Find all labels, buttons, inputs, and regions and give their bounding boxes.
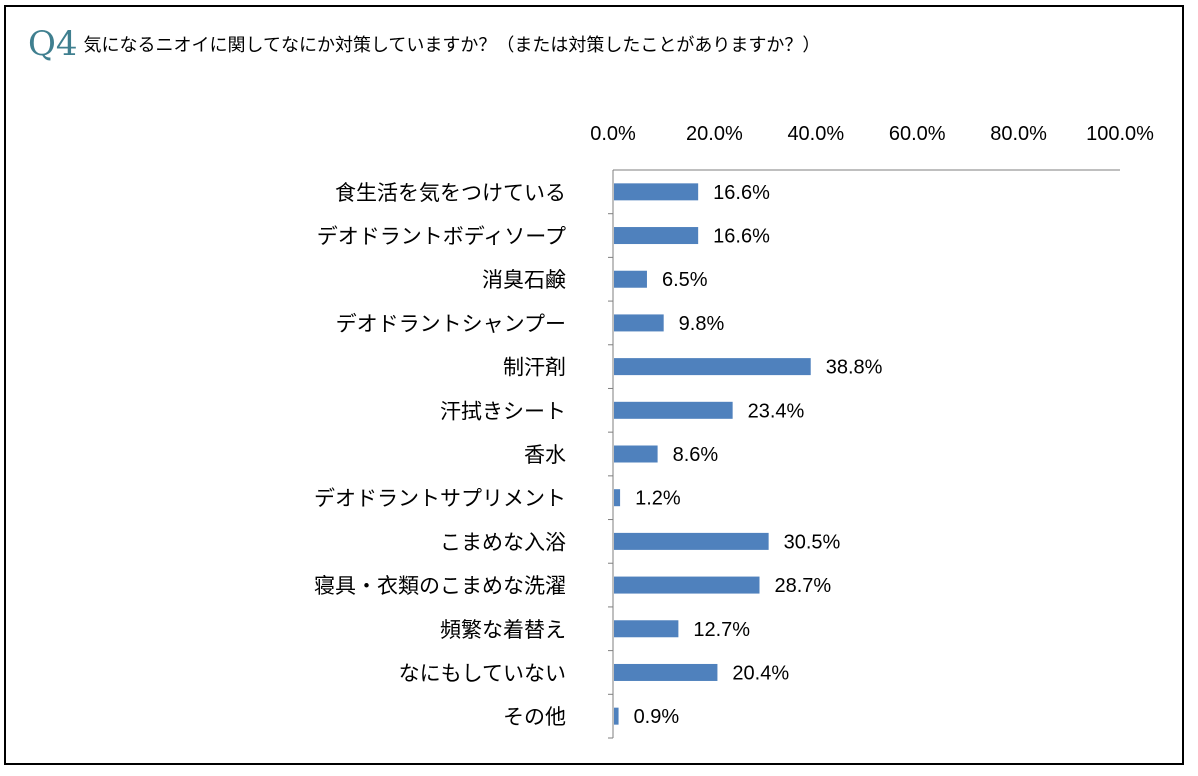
category-label: 食生活を気をつけている	[335, 181, 566, 205]
bar	[614, 707, 619, 725]
x-tick-label: 40.0%	[787, 123, 844, 145]
x-tick-label: 0.0%	[590, 123, 636, 145]
bar	[614, 620, 679, 638]
x-tick-label: 100.0%	[1086, 123, 1154, 145]
category-label: なにもしていない	[399, 661, 566, 685]
bar	[614, 183, 699, 201]
category-label: 香水	[524, 443, 566, 467]
data-label: 20.4%	[732, 662, 789, 684]
bar	[614, 401, 733, 419]
bar	[614, 270, 647, 288]
data-label: 12.7%	[693, 619, 750, 641]
bar	[614, 576, 760, 594]
chart-title: Q4 気になるニオイに関してなにか対策していますか？（または対策したことがあります…	[28, 24, 820, 64]
category-label: その他	[503, 705, 566, 729]
data-label: 9.8%	[679, 313, 725, 335]
category-label: デオドラントサプリメント	[314, 487, 566, 511]
bar	[614, 663, 718, 681]
x-tick-label: 20.0%	[686, 123, 743, 145]
data-label: 28.7%	[775, 575, 832, 597]
data-label: 38.8%	[826, 357, 883, 379]
question-text: 気になるニオイに関してなにか対策していますか？（または対策したことがありますか？…	[83, 35, 821, 56]
bar	[614, 445, 658, 463]
category-label: 制汗剤	[503, 356, 566, 380]
x-tick-label: 80.0%	[990, 123, 1047, 145]
category-label: デオドラントシャンプー	[336, 312, 566, 336]
data-label: 6.5%	[662, 269, 708, 291]
x-tick-label: 60.0%	[889, 123, 946, 145]
data-label: 23.4%	[748, 400, 805, 422]
data-label: 0.9%	[634, 706, 680, 728]
category-label: こまめな入浴	[440, 530, 566, 554]
bar	[614, 489, 621, 507]
bar	[614, 227, 699, 245]
bar	[614, 314, 664, 332]
category-label: 頻繁な着替え	[440, 618, 566, 642]
category-label: デオドラントボディソープ	[317, 225, 566, 249]
chart-frame	[4, 5, 1184, 765]
category-label: 汗拭きシート	[440, 399, 566, 423]
category-label: 寝具・衣類のこまめな洗濯	[314, 574, 566, 598]
data-label: 8.6%	[673, 444, 719, 466]
bar	[614, 358, 811, 376]
data-label: 16.6%	[713, 226, 770, 248]
data-label: 30.5%	[784, 531, 841, 553]
bar	[614, 532, 769, 550]
question-badge: Q4	[28, 24, 78, 64]
category-label: 消臭石鹸	[482, 268, 566, 292]
data-label: 1.2%	[635, 488, 681, 510]
data-label: 16.6%	[713, 182, 770, 204]
